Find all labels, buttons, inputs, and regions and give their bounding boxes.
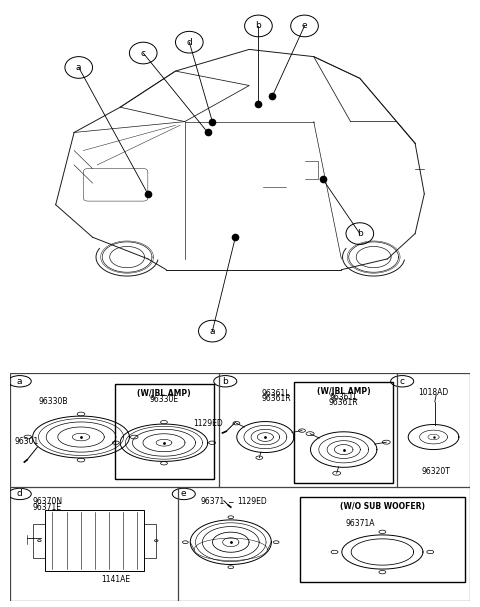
Text: a: a (210, 327, 215, 336)
Text: (W/O SUB WOOFER): (W/O SUB WOOFER) (340, 502, 425, 511)
Bar (45, 510, 144, 571)
Bar (300, 497, 465, 582)
Text: 96361L: 96361L (329, 393, 358, 402)
Text: 96330B: 96330B (38, 398, 68, 406)
Text: 96361R: 96361R (261, 395, 291, 404)
Text: 96371E: 96371E (33, 503, 61, 512)
Text: 1129ED: 1129ED (238, 497, 267, 506)
Text: 1141AE: 1141AE (101, 575, 130, 584)
Text: b: b (222, 377, 228, 386)
Text: 96301: 96301 (14, 437, 38, 446)
Text: ─: ─ (228, 497, 233, 506)
Bar (294, 382, 394, 483)
Text: 96320T: 96320T (421, 467, 450, 476)
Text: d: d (17, 489, 23, 498)
Text: c: c (400, 377, 405, 386)
Text: c: c (141, 49, 146, 58)
Text: b: b (357, 229, 363, 238)
Text: 96370N: 96370N (33, 497, 63, 506)
Text: 1018AD: 1018AD (419, 388, 449, 397)
Text: e: e (302, 21, 307, 30)
Text: 96371: 96371 (201, 497, 225, 506)
Text: 1129ED: 1129ED (193, 419, 223, 428)
Text: 96361R: 96361R (329, 398, 359, 407)
Text: d: d (186, 38, 192, 47)
Text: 96371A: 96371A (346, 520, 375, 529)
Text: 96330E: 96330E (149, 395, 179, 404)
Text: 96361L: 96361L (261, 389, 290, 398)
Bar (115, 384, 214, 479)
Text: (W/JBL AMP): (W/JBL AMP) (137, 389, 191, 398)
Text: a: a (17, 377, 23, 386)
Text: (W/JBL AMP): (W/JBL AMP) (317, 387, 371, 396)
Text: b: b (255, 21, 261, 30)
Text: e: e (181, 489, 187, 498)
Text: a: a (76, 63, 82, 72)
